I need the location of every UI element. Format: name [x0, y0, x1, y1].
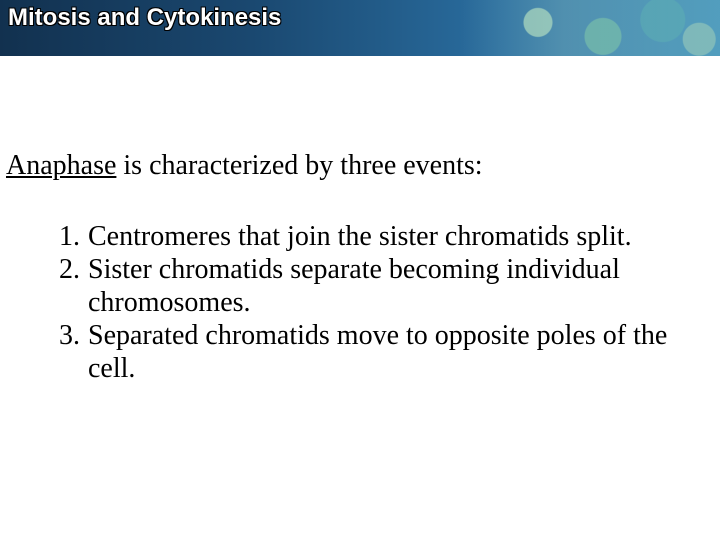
list-item: 2. Sister chromatids separate becoming i… — [54, 253, 674, 319]
list-item: 1. Centromeres that join the sister chro… — [54, 220, 674, 253]
list-number: 2. — [54, 253, 88, 286]
lead-term: Anaphase — [6, 150, 116, 181]
title-banner: Mitosis and Cytokinesis — [0, 0, 720, 56]
list-item: 3. Separated chromatids move to opposite… — [54, 319, 674, 385]
slide-title: Mitosis and Cytokinesis — [8, 4, 281, 32]
banner-cell-texture — [460, 0, 720, 56]
list-number: 1. — [54, 220, 88, 253]
list-number: 3. — [54, 319, 88, 352]
lead-sentence: Anaphase is characterized by three event… — [6, 150, 706, 182]
list-text: Sister chromatids separate becoming indi… — [88, 253, 674, 319]
slide-body: Anaphase is characterized by three event… — [6, 150, 706, 385]
numbered-list: 1. Centromeres that join the sister chro… — [54, 220, 674, 385]
list-text: Separated chromatids move to opposite po… — [88, 319, 674, 385]
slide: { "dimensions": { "width": 720, "height"… — [0, 0, 720, 540]
lead-rest: is characterized by three events: — [116, 150, 482, 181]
list-text: Centromeres that join the sister chromat… — [88, 220, 674, 253]
